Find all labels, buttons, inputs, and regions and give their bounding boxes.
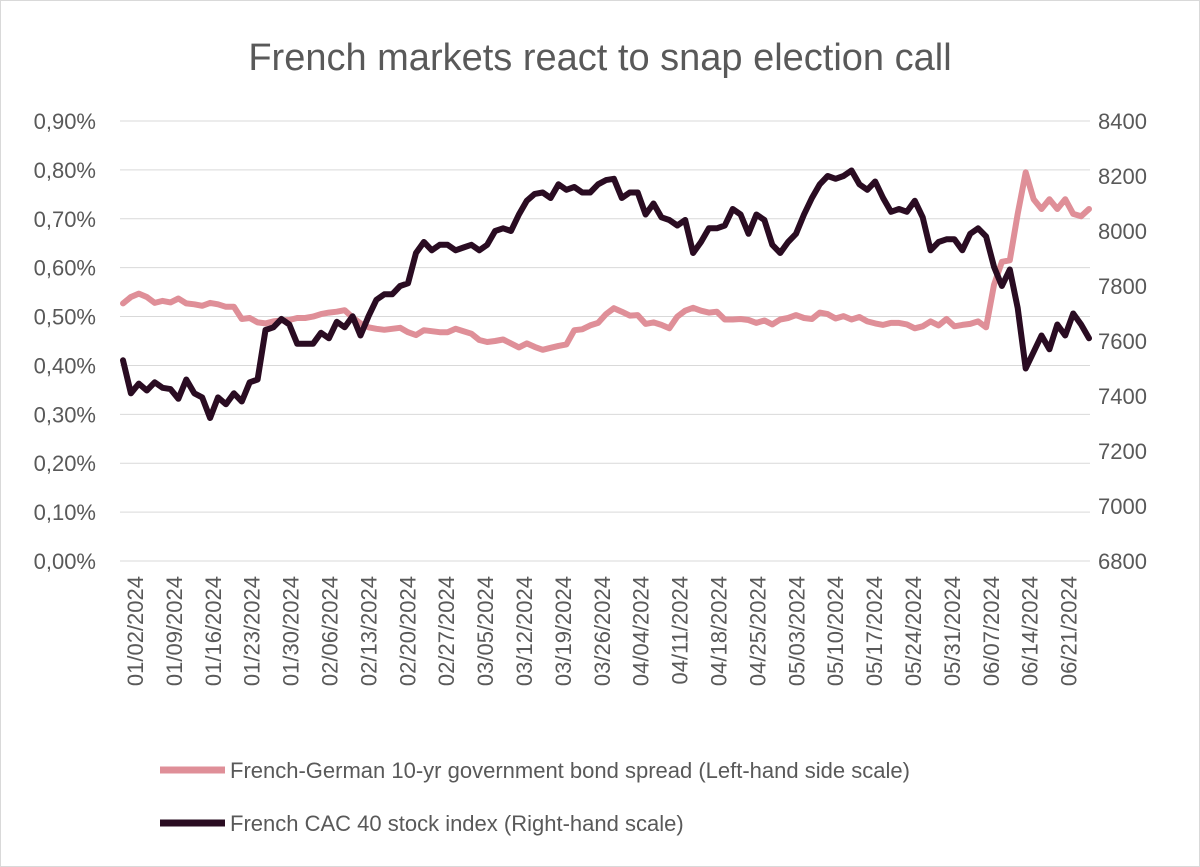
x-tick-label: 02/06/2024 [318, 576, 343, 686]
x-tick-label: 01/09/2024 [162, 576, 187, 686]
right-tick-label: 7000 [1098, 494, 1147, 519]
x-tick-label: 05/17/2024 [862, 576, 887, 686]
x-tick-label: 06/14/2024 [1018, 576, 1043, 686]
left-tick-label: 0,20% [34, 451, 96, 476]
right-tick-label: 7600 [1098, 329, 1147, 354]
left-tick-label: 0,10% [34, 500, 96, 525]
x-tick-label: 01/02/2024 [123, 576, 148, 686]
left-tick-label: 0,90% [34, 109, 96, 134]
left-tick-label: 0,60% [34, 256, 96, 281]
x-tick-label: 05/10/2024 [823, 576, 848, 686]
gridlines [120, 120, 1090, 562]
right-tick-label: 8400 [1098, 109, 1147, 134]
x-tick-label: 03/19/2024 [551, 576, 576, 686]
x-tick-label: 05/31/2024 [940, 576, 965, 686]
left-tick-label: 0,70% [34, 207, 96, 232]
x-tick-label: 03/26/2024 [590, 576, 615, 686]
right-tick-label: 7200 [1098, 439, 1147, 464]
x-tick-label: 01/16/2024 [201, 576, 226, 686]
chart-title: French markets react to snap election ca… [248, 37, 951, 79]
x-tick-label: 06/21/2024 [1057, 576, 1082, 686]
left-tick-label: 0,80% [34, 158, 96, 183]
right-axis: 6800 7000 7200 7400 7600 7800 8000 8200 8400 [1098, 109, 1147, 574]
legend: French-German 10-yr government bond spre… [160, 758, 910, 836]
x-tick-label: 03/12/2024 [512, 576, 537, 686]
right-tick-label: 8000 [1098, 219, 1147, 244]
x-tick-label: 04/04/2024 [629, 576, 654, 686]
left-tick-label: 0,50% [34, 305, 96, 330]
x-tick-label: 02/20/2024 [395, 576, 420, 686]
right-tick-label: 7800 [1098, 274, 1147, 299]
x-tick-label: 02/13/2024 [356, 576, 381, 686]
left-tick-label: 0,00% [34, 549, 96, 574]
x-tick-label: 05/03/2024 [784, 576, 809, 686]
right-tick-label: 7400 [1098, 384, 1147, 409]
x-tick-label: 04/18/2024 [707, 576, 732, 686]
x-tick-label: 01/30/2024 [279, 576, 304, 686]
legend-label-bond-spread: French-German 10-yr government bond spre… [230, 758, 910, 783]
left-tick-label: 0,30% [34, 402, 96, 427]
series-line-cac40 [120, 167, 1092, 421]
x-tick-label: 04/11/2024 [668, 576, 693, 684]
left-axis: 0,00% 0,10% 0,20% 0,30% 0,40% 0,50% 0,60% 0,70%… [34, 109, 96, 574]
x-tick-label: 06/07/2024 [979, 576, 1004, 686]
x-tick-label: 01/23/2024 [240, 576, 265, 686]
x-tick-label: 04/25/2024 [745, 576, 770, 686]
series-layer [120, 167, 1092, 421]
right-tick-label: 8200 [1098, 164, 1147, 189]
series-line-bond-spread [120, 169, 1092, 353]
left-tick-label: 0,40% [34, 353, 96, 378]
x-tick-label: 02/27/2024 [434, 576, 459, 686]
legend-label-cac40: French CAC 40 stock index (Right-hand sc… [230, 811, 684, 836]
x-axis: 01/02/2024 01/09/2024 01/16/2024 01/23/2024… [123, 576, 1082, 686]
x-tick-label: 03/05/2024 [473, 576, 498, 686]
right-tick-label: 6800 [1098, 549, 1147, 574]
x-tick-label: 05/24/2024 [901, 576, 926, 686]
